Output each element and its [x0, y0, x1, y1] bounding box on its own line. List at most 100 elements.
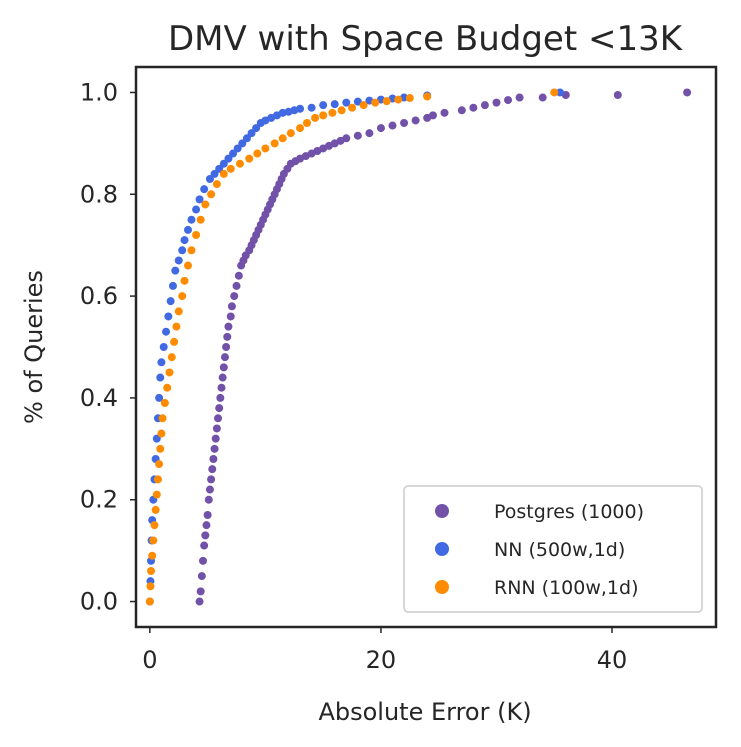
data-point [342, 134, 351, 143]
data-point [178, 246, 187, 255]
data-point [242, 134, 251, 143]
data-point [212, 424, 221, 433]
data-point [550, 88, 559, 97]
data-point [146, 582, 155, 591]
chart-title: DMV with Space Budget <13K [168, 19, 684, 59]
data-point [192, 205, 201, 214]
data-point [457, 106, 466, 115]
data-point [423, 92, 432, 101]
data-point [232, 281, 241, 290]
data-point [388, 121, 397, 130]
data-point [226, 312, 235, 321]
data-point [252, 124, 261, 133]
data-point [183, 261, 192, 270]
data-point [187, 246, 196, 255]
data-point [224, 322, 233, 331]
data-point [217, 383, 226, 392]
legend-marker [435, 504, 449, 518]
data-point [224, 154, 233, 163]
data-point [201, 531, 210, 540]
data-point [196, 215, 205, 224]
legend-marker [435, 542, 449, 556]
data-point [319, 101, 328, 110]
y-axis-ticks: 0.0 0.2 0.4 0.6 0.8 1.0 [80, 78, 136, 616]
data-point [515, 93, 524, 102]
data-point [235, 159, 244, 168]
data-point [167, 353, 176, 362]
data-point [180, 236, 189, 245]
data-point [270, 139, 279, 148]
data-point [159, 343, 168, 351]
series-2 [145, 88, 559, 606]
data-point [296, 104, 305, 113]
data-point [204, 495, 213, 504]
data-point [157, 358, 166, 367]
data-point [187, 215, 196, 224]
data-point [172, 322, 181, 331]
data-point [348, 103, 357, 112]
data-point [208, 465, 217, 474]
data-point [219, 169, 228, 178]
y-tick-label: 0.4 [80, 384, 118, 412]
data-point [200, 185, 209, 194]
data-point [469, 103, 478, 112]
data-point [219, 159, 228, 168]
data-point [556, 88, 565, 97]
data-point [538, 93, 547, 102]
data-point [212, 180, 221, 189]
data-point [238, 139, 247, 148]
series-0 [195, 88, 692, 606]
data-point [148, 551, 157, 560]
data-point [376, 124, 385, 133]
y-tick-label: 1.0 [80, 78, 118, 106]
data-point [342, 98, 351, 107]
data-point [278, 134, 287, 143]
y-axis-label: % of Queries [20, 270, 48, 424]
data-point [149, 536, 158, 545]
data-point [218, 373, 227, 382]
data-point [311, 113, 320, 122]
data-point [492, 98, 501, 107]
data-point [163, 383, 172, 392]
data-point [216, 393, 225, 402]
data-point [155, 393, 164, 402]
data-point [170, 337, 179, 346]
data-point [203, 511, 212, 519]
data-point [504, 96, 513, 105]
legend-label: RNN (100w,1d) [494, 577, 639, 599]
data-point [147, 567, 156, 575]
data-point [202, 521, 211, 530]
data-point [155, 460, 164, 469]
data-point [152, 434, 161, 443]
data-point [234, 271, 243, 280]
data-point [165, 368, 174, 377]
data-point [183, 225, 192, 234]
series-1 [145, 88, 565, 606]
data-point [296, 124, 305, 133]
data-point [428, 111, 437, 120]
data-point [168, 281, 177, 290]
data-point [229, 149, 238, 158]
data-point [153, 475, 162, 484]
y-tick-label: 0.8 [80, 180, 118, 208]
data-point [400, 119, 409, 127]
data-point [207, 190, 216, 199]
data-point [337, 106, 346, 115]
y-tick-label: 0.2 [80, 486, 118, 514]
data-point [230, 292, 239, 301]
legend-label: NN (500w,1d) [494, 539, 625, 561]
data-point [195, 597, 204, 606]
data-point [197, 572, 206, 581]
data-point [223, 332, 232, 341]
data-point [205, 485, 214, 494]
data-point [158, 414, 167, 423]
data-point [160, 399, 169, 407]
data-point [151, 505, 160, 514]
data-point [226, 164, 235, 173]
data-point [245, 154, 254, 163]
data-point [286, 129, 295, 138]
data-point [195, 195, 204, 204]
x-tick-label: 0 [142, 646, 157, 674]
data-point [683, 88, 692, 97]
